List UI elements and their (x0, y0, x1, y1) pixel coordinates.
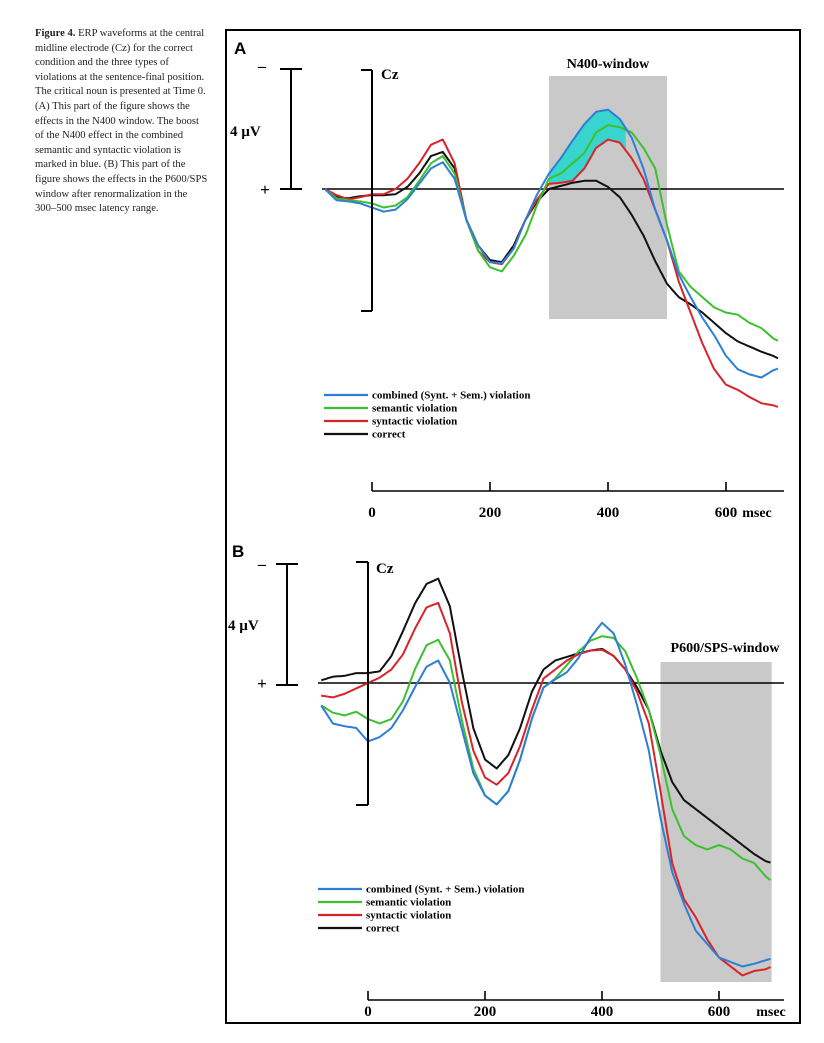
panel-a-x-axis-unit: msec (742, 506, 772, 521)
panel-b-waveform-combined (320, 621, 771, 968)
panel-a-polarity-negative: – (257, 58, 267, 75)
panel-a-polarity-positive: + (260, 180, 270, 199)
panel-b-scale-bar (276, 563, 298, 686)
panel-b-x-tick-label: 0 (364, 1004, 372, 1020)
panel-b-legend-label-semantic: semantic violation (366, 897, 451, 909)
panel-a-x-tick-label: 200 (479, 505, 502, 521)
panel-b-x-tick-label: 200 (474, 1004, 497, 1020)
panel-a-waveform-correct (324, 150, 779, 360)
panel-b-analysis-window (660, 662, 772, 982)
panel-b-waveform-syntactic (321, 601, 771, 977)
panel-a-waveform-syntactic (324, 138, 779, 408)
panel-a-legend-label-correct: correct (372, 429, 406, 441)
panel-b-polarity-negative: – (257, 556, 267, 573)
panel-a-y-bracket (361, 69, 373, 312)
panel-b-legend-label-combined: combined (Synt. + Sem.) violation (366, 884, 524, 896)
panel-b-electrode-label: Cz (376, 561, 394, 577)
panel-a-x-tick-label: 600 (715, 505, 738, 521)
figure-label: Figure 4. (35, 28, 76, 39)
panel-a-waveform-semantic (324, 124, 779, 342)
panel-b-legend-label-correct: correct (366, 923, 400, 935)
panel-b-window-title: P600/SPS-window (671, 641, 781, 656)
panel-a-legend-label-semantic: semantic violation (372, 403, 457, 415)
panel-a-x-tick-label: 400 (597, 505, 620, 521)
panel-b-chart: B– +4 µV Cz P600/SPS-window 0 200 400 600 msec co… (228, 542, 786, 1020)
panel-a-chart: A– +4 µV Cz N400-window 0 200 400 600 msec combin… (230, 39, 784, 521)
panel-b-scale-label: 4 µV (228, 618, 259, 634)
panel-a-electrode-label: Cz (381, 67, 399, 83)
figure-caption: Figure 4. ERP waveforms at the central m… (35, 27, 210, 217)
panel-b-polarity-positive: + (257, 674, 267, 693)
panel-b-legend-label-syntactic: syntactic violation (366, 910, 451, 922)
panel-b-x-axis-unit: msec (756, 1005, 786, 1020)
panel-a-legend-label-combined: combined (Synt. + Sem.) violation (372, 390, 530, 402)
panel-a-letter: A (234, 39, 246, 58)
panel-b-y-bracket (356, 561, 369, 806)
panel-b-waveform-correct (320, 577, 771, 864)
panel-a-window-title: N400-window (567, 57, 650, 72)
panel-b-letter: B (232, 542, 244, 561)
figure-caption-text: ERP waveforms at the central midline ele… (35, 28, 208, 215)
panel-a-scale-label: 4 µV (230, 124, 261, 140)
panel-a-waveform-combined (324, 108, 779, 379)
panel-a-x-tick-label: 0 (368, 505, 376, 521)
panel-b-x-tick-label: 600 (708, 1004, 731, 1020)
panel-b-x-tick-label: 400 (591, 1004, 614, 1020)
panel-a-scale-bar (280, 68, 302, 190)
panel-a-legend-label-syntactic: syntactic violation (372, 416, 457, 428)
